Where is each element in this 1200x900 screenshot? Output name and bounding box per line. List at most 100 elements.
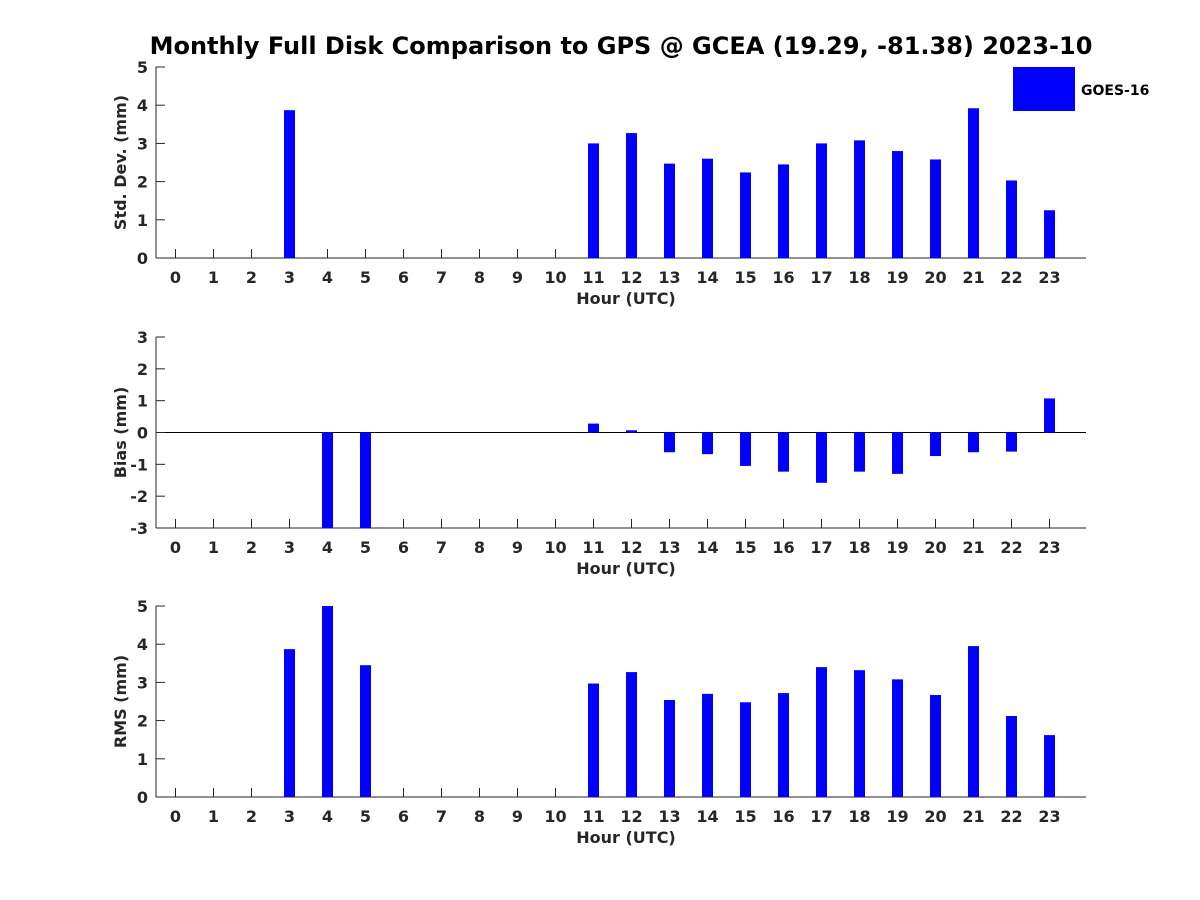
- x-tick-label: 16: [772, 538, 794, 557]
- bar-rms-hour-17: [816, 667, 827, 797]
- x-tick-label: 1: [208, 538, 219, 557]
- legend: GOES-16: [1013, 67, 1149, 111]
- x-tick-label: 0: [170, 268, 181, 287]
- x-tick-label: 10: [544, 268, 566, 287]
- bar-std-dev-hour-21: [968, 108, 979, 258]
- bar-rms-hour-22: [1006, 716, 1017, 797]
- bar-std-dev-hour-13: [664, 163, 675, 258]
- x-tick-label: 0: [170, 807, 181, 826]
- bar-bias-hour-17: [816, 432, 827, 483]
- x-tick-label: 10: [544, 807, 566, 826]
- bar-bias-hour-5: [360, 432, 371, 528]
- x-tick-label: 22: [1000, 538, 1022, 557]
- y-tick-label: 1: [137, 392, 148, 411]
- bar-rms-hour-16: [778, 693, 789, 797]
- bar-std-dev-hour-23: [1044, 210, 1055, 258]
- y-axis-label: RMS (mm): [111, 655, 130, 748]
- x-tick-label: 2: [246, 268, 257, 287]
- bar-rms-hour-21: [968, 646, 979, 797]
- x-tick-label: 4: [322, 268, 333, 287]
- x-tick-label: 14: [696, 268, 718, 287]
- bar-bias-hour-16: [778, 432, 789, 472]
- y-tick-label: 2: [137, 712, 148, 731]
- x-tick-label: 16: [772, 807, 794, 826]
- x-tick-label: 7: [436, 268, 447, 287]
- y-axis-label: Std. Dev. (mm): [111, 95, 130, 230]
- x-tick-label: 2: [246, 807, 257, 826]
- y-tick-label: -1: [130, 455, 148, 474]
- y-tick-label: 1: [137, 750, 148, 769]
- x-tick-label: 11: [582, 268, 604, 287]
- y-tick-label: 2: [137, 360, 148, 379]
- x-tick-label: 13: [658, 268, 680, 287]
- bar-bias-hour-4: [322, 432, 333, 528]
- x-tick-label: 1: [208, 268, 219, 287]
- x-tick-label: 23: [1038, 807, 1060, 826]
- x-tick-label: 23: [1038, 538, 1060, 557]
- chart-title: Monthly Full Disk Comparison to GPS @ GC…: [150, 32, 1093, 60]
- bar-rms-hour-15: [740, 702, 751, 797]
- x-tick-label: 20: [924, 807, 946, 826]
- x-tick-label: 5: [360, 268, 371, 287]
- x-tick-label: 17: [810, 538, 832, 557]
- bar-rms-hour-3: [284, 649, 295, 797]
- x-tick-label: 9: [512, 807, 523, 826]
- bar-bias-hour-13: [664, 432, 675, 453]
- y-tick-label: 4: [137, 96, 148, 115]
- x-tick-label: 18: [848, 268, 870, 287]
- x-tick-label: 23: [1038, 268, 1060, 287]
- bar-rms-hour-18: [854, 670, 865, 797]
- x-tick-label: 6: [398, 807, 409, 826]
- x-tick-label: 18: [848, 807, 870, 826]
- x-tick-label: 21: [962, 538, 984, 557]
- bar-rms-hour-19: [892, 679, 903, 797]
- x-tick-label: 15: [734, 807, 756, 826]
- bar-std-dev-hour-12: [626, 133, 637, 258]
- x-tick-label: 9: [512, 538, 523, 557]
- x-axis-label: Hour (UTC): [576, 289, 676, 308]
- bar-std-dev-hour-3: [284, 110, 295, 258]
- y-tick-label: 0: [137, 424, 148, 443]
- x-tick-label: 11: [582, 807, 604, 826]
- bar-rms-hour-11: [588, 683, 599, 797]
- x-tick-label: 21: [962, 268, 984, 287]
- x-tick-label: 9: [512, 268, 523, 287]
- bar-bias-hour-22: [1006, 432, 1017, 452]
- bar-std-dev-hour-15: [740, 172, 751, 258]
- bar-std-dev-hour-17: [816, 143, 827, 258]
- x-tick-label: 3: [284, 268, 295, 287]
- y-tick-label: 5: [137, 58, 148, 77]
- x-tick-label: 10: [544, 538, 566, 557]
- x-tick-label: 2: [246, 538, 257, 557]
- bar-bias-hour-14: [702, 432, 713, 455]
- bar-std-dev-hour-16: [778, 164, 789, 258]
- x-tick-label: 14: [696, 807, 718, 826]
- legend-swatch: [1013, 67, 1075, 111]
- bar-std-dev-hour-11: [588, 143, 599, 258]
- legend-label: GOES-16: [1081, 83, 1149, 99]
- y-tick-label: 1: [137, 211, 148, 230]
- x-tick-label: 11: [582, 538, 604, 557]
- x-tick-label: 13: [658, 538, 680, 557]
- x-tick-label: 15: [734, 268, 756, 287]
- x-tick-label: 8: [474, 538, 485, 557]
- bar-std-dev-hour-20: [930, 159, 941, 258]
- x-tick-label: 8: [474, 807, 485, 826]
- x-tick-label: 5: [360, 807, 371, 826]
- x-tick-label: 17: [810, 268, 832, 287]
- x-tick-label: 3: [284, 807, 295, 826]
- x-tick-label: 18: [848, 538, 870, 557]
- y-tick-label: -2: [130, 487, 148, 506]
- x-tick-label: 12: [620, 538, 642, 557]
- x-tick-label: 14: [696, 538, 718, 557]
- x-tick-label: 15: [734, 538, 756, 557]
- y-tick-label: 0: [137, 788, 148, 807]
- bar-rms-hour-23: [1044, 735, 1055, 797]
- bar-std-dev-hour-19: [892, 151, 903, 258]
- x-tick-label: 3: [284, 538, 295, 557]
- bar-rms-hour-5: [360, 665, 371, 797]
- y-tick-label: 5: [137, 597, 148, 616]
- bar-std-dev-hour-14: [702, 158, 713, 258]
